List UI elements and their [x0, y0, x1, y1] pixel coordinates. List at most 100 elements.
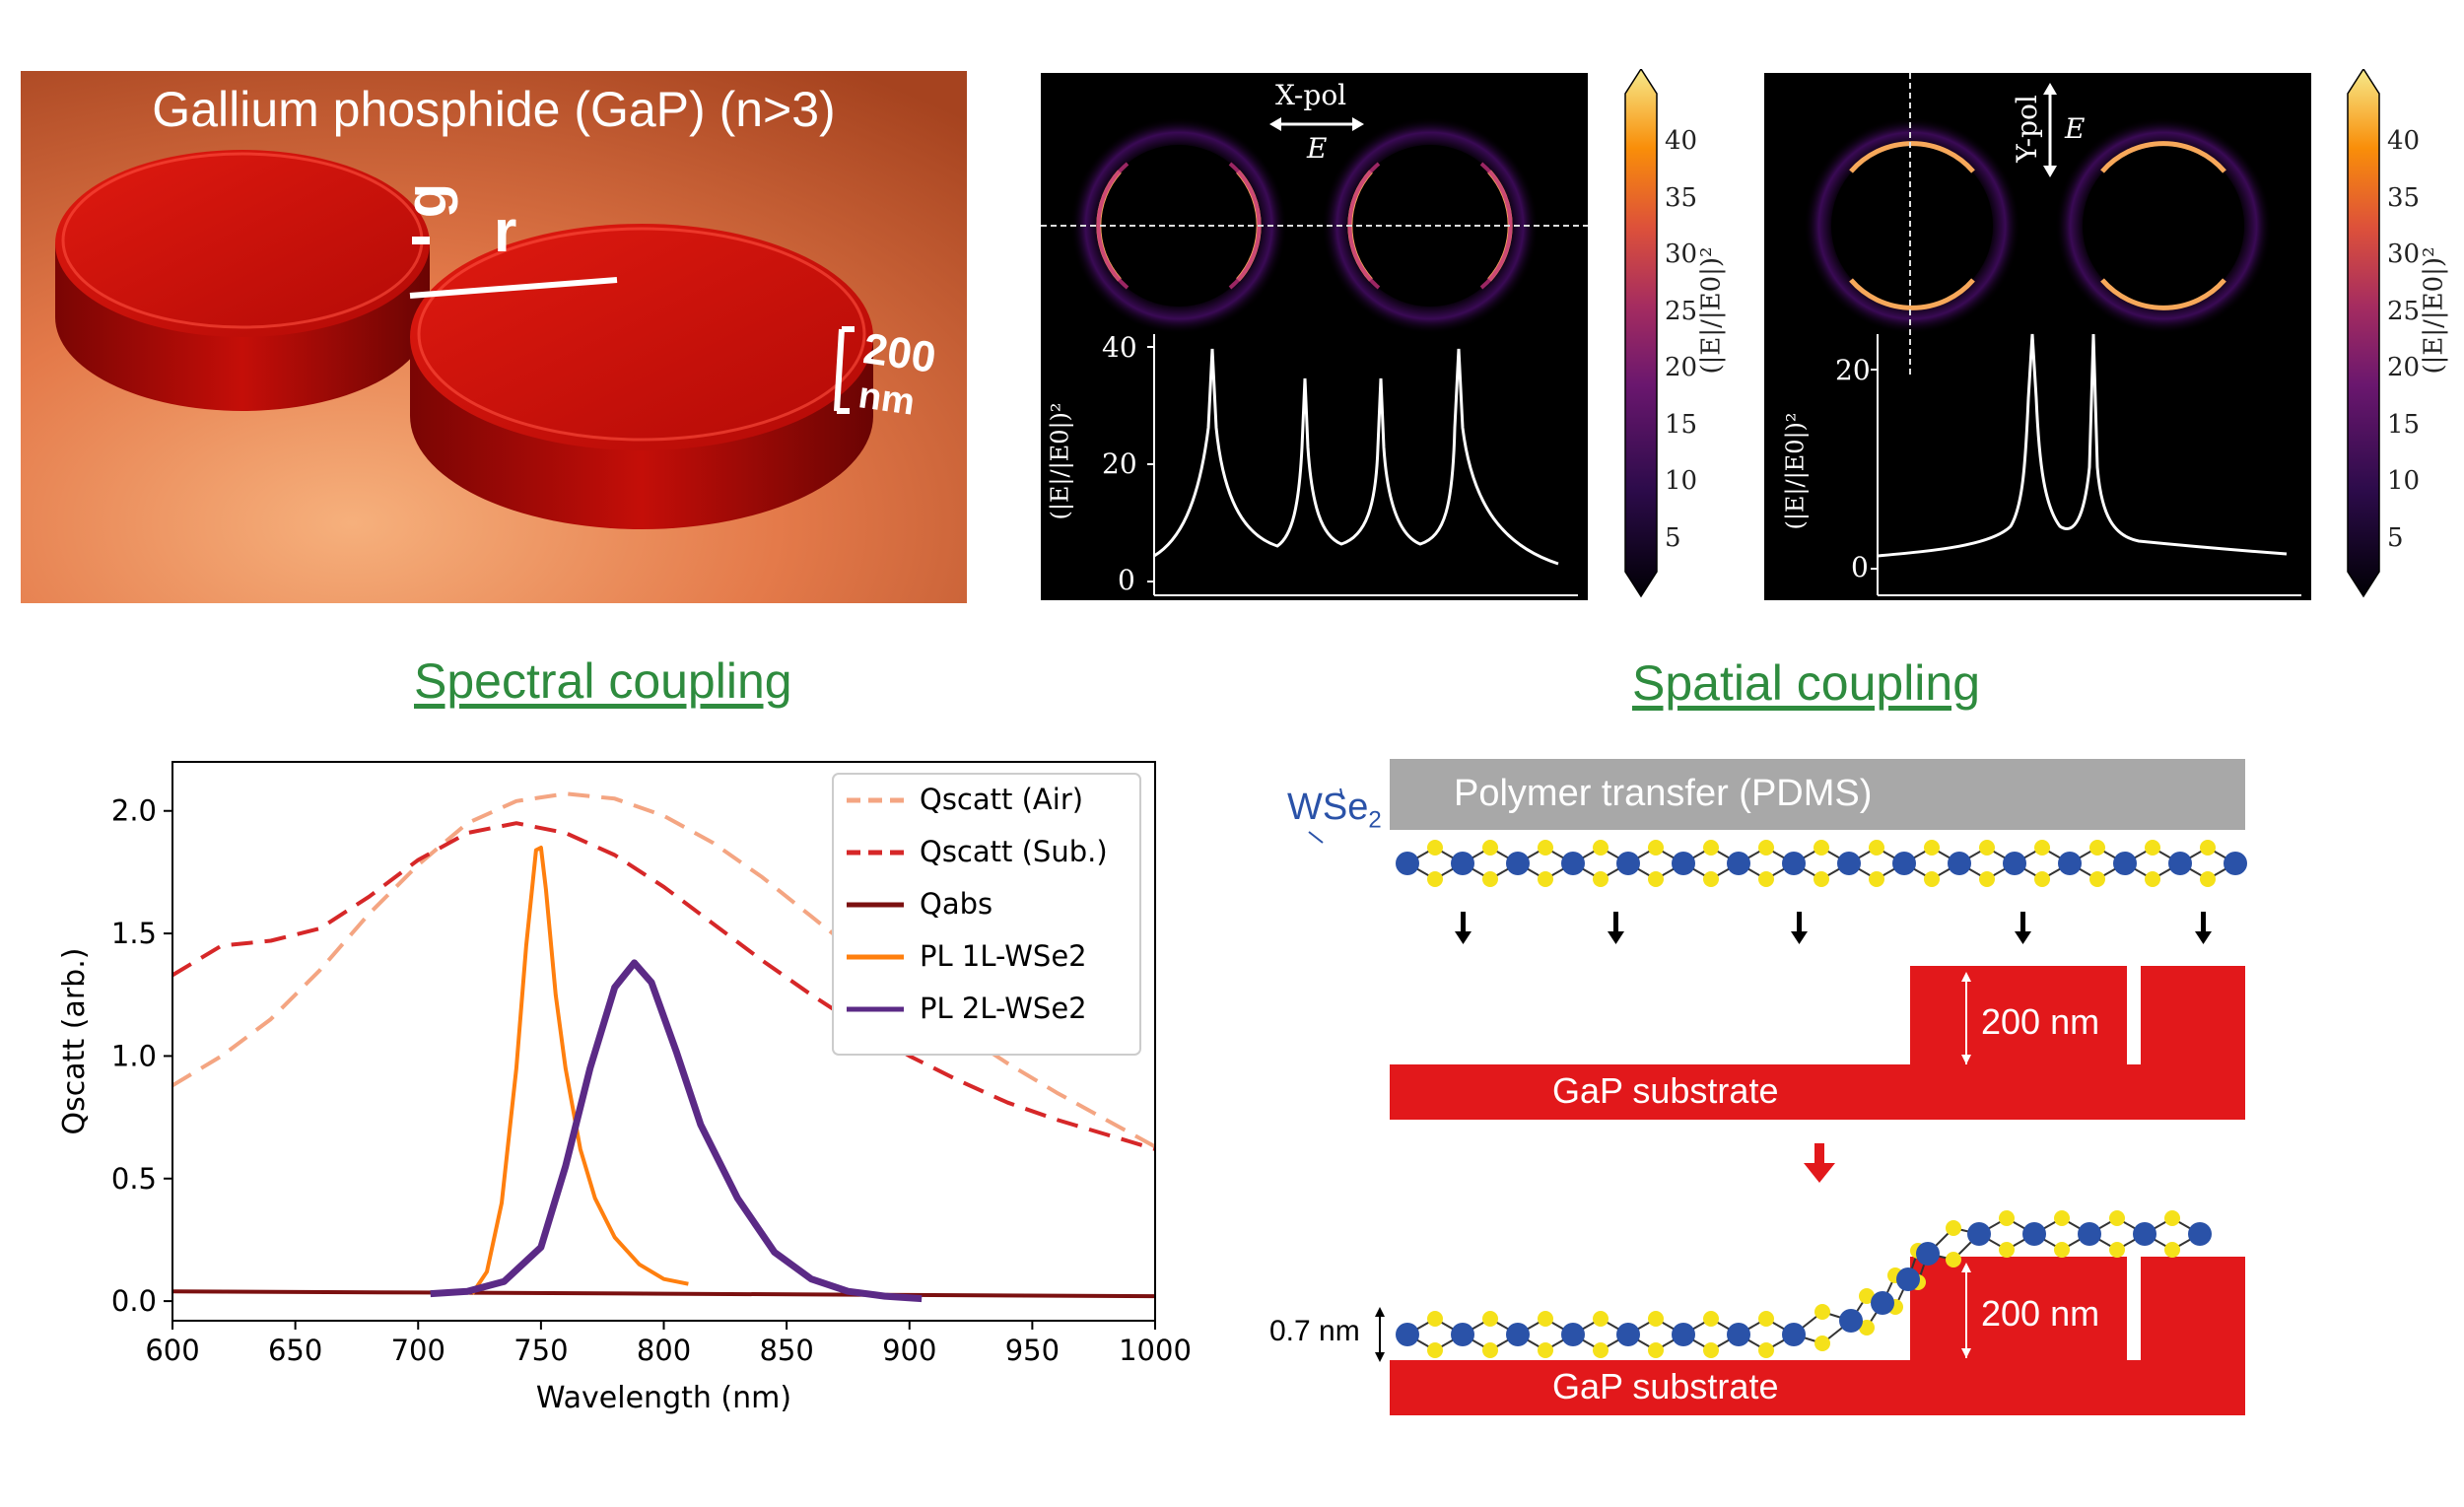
- ytick-0: 0: [1118, 564, 1135, 596]
- se-atom: [1924, 871, 1940, 887]
- pol-label: X-pol: [1275, 79, 1347, 111]
- se-atom: [1814, 1336, 1830, 1351]
- x-axis-label: Wavelength (nm): [536, 1381, 791, 1415]
- legend-label: PL 1L-WSe2: [920, 939, 1087, 973]
- y-tick-label: 0.0: [111, 1284, 157, 1318]
- se-atom: [1482, 871, 1498, 887]
- field-map-xpol: X-pol E 40 20 0 (|E|/|E0|)²: [1041, 73, 1588, 600]
- ylabel: (|E|/|E0|)²: [1046, 402, 1074, 520]
- w-atom: [1396, 1323, 1419, 1346]
- se-atom: [1538, 1342, 1553, 1358]
- y-tick-label: 0.5: [111, 1162, 157, 1196]
- left-disk: [55, 150, 430, 411]
- legend-box: [832, 773, 1141, 1056]
- w-atom: [1672, 1323, 1695, 1346]
- se-atom: [1703, 840, 1719, 856]
- wse2-label: WSe2: [1287, 787, 1382, 834]
- se-atom: [1814, 871, 1829, 887]
- height-label-top: 200 nm: [1981, 1001, 2100, 1042]
- w-atom: [1782, 852, 1806, 875]
- se-atom: [1814, 840, 1829, 856]
- y-tick-label: 1.5: [111, 917, 157, 950]
- colorbar-2-label: (|E|/|E0|)²: [2419, 246, 2449, 375]
- se-atom: [1648, 1311, 1664, 1327]
- w-atom: [1727, 852, 1750, 875]
- x-tick-label: 800: [637, 1334, 691, 1367]
- polymer-label: Polymer transfer (PDMS): [1454, 773, 1873, 814]
- x-tick-label: 900: [882, 1334, 936, 1367]
- radius-label: r: [494, 198, 517, 264]
- se-atom: [2200, 840, 2216, 856]
- legend-label: Qscatt (Sub.): [920, 835, 1108, 868]
- ytick-20: 20: [1835, 354, 1871, 386]
- w-atom: [1837, 852, 1861, 875]
- se-atom: [1648, 871, 1664, 887]
- x-tick-label: 750: [513, 1334, 568, 1367]
- ytick-20: 20: [1102, 447, 1137, 480]
- se-atom: [1859, 1320, 1875, 1336]
- legend-label: Qabs: [920, 887, 992, 921]
- w-atom: [1896, 1267, 1920, 1291]
- w-atom: [2003, 852, 2026, 875]
- se-atom: [2164, 1242, 2180, 1258]
- w-atom: [2224, 852, 2247, 875]
- w-atom: [1727, 1323, 1750, 1346]
- se-atom: [1924, 840, 1940, 856]
- spatial-coupling-title: Spatial coupling: [1632, 655, 1981, 711]
- w-atom: [1892, 852, 1916, 875]
- se-atom: [1593, 1311, 1608, 1327]
- se-atom: [1427, 1311, 1443, 1327]
- se-atom: [1427, 871, 1443, 887]
- spectral-chart: 600 650 700 750 800 850 900 950 1000 0.0 0.5 1.0 1.5…: [30, 739, 1212, 1459]
- series-line-2: [171, 1289, 1156, 1299]
- se-atom: [1869, 840, 1884, 856]
- w-atom: [1561, 1323, 1585, 1346]
- se-atom: [1482, 1342, 1498, 1358]
- se-atom: [2034, 871, 2050, 887]
- se-atom: [1703, 871, 1719, 887]
- se-atom: [1869, 871, 1884, 887]
- se-atom: [1979, 871, 1995, 887]
- x-tick-label: 700: [391, 1334, 445, 1367]
- se-atom: [2054, 1242, 2070, 1258]
- se-atom: [1427, 840, 1443, 856]
- se-atom: [1648, 1342, 1664, 1358]
- ylabel: (|E|/|E0|)²: [1781, 412, 1810, 530]
- se-atom: [1979, 840, 1995, 856]
- substrate-label-top: GaP substrate: [1552, 1070, 1779, 1111]
- se-atom: [1593, 840, 1608, 856]
- se-atom: [1427, 1342, 1443, 1358]
- disk-dimer-render: Gallium phosphide (GaP) (n>3) g r 200 nm: [21, 71, 967, 603]
- w-atom: [1672, 852, 1695, 875]
- x-tick-label: 1000: [1119, 1334, 1192, 1367]
- w-atom: [1616, 852, 1640, 875]
- w-atom: [2133, 1222, 2156, 1246]
- se-atom: [1538, 871, 1553, 887]
- radius-line: [409, 277, 618, 299]
- w-atom: [1967, 1222, 1991, 1246]
- se-atom: [1648, 840, 1664, 856]
- red-arrow-down: [1804, 1143, 1835, 1183]
- se-atom: [2109, 1242, 2125, 1258]
- series-line-4: [430, 959, 923, 1303]
- height-label-bottom: 200 nm: [1981, 1293, 2100, 1334]
- colorbar-2: 40 35 30 25 20 15 10 5: [2344, 69, 2432, 601]
- series-line-3: [470, 846, 689, 1295]
- w-atom: [1506, 1323, 1530, 1346]
- w-atom: [1506, 852, 1530, 875]
- se-atom: [2054, 1210, 2070, 1226]
- field-label: E: [2065, 112, 2086, 145]
- se-atom: [1758, 1342, 1774, 1358]
- w-atom: [2113, 852, 2137, 875]
- ytick-40: 40: [1102, 331, 1137, 364]
- se-atom: [1703, 1342, 1719, 1358]
- colorbar-1: 40 35 30 25 20 15 10 5: [1621, 69, 1710, 601]
- se-atom: [1758, 840, 1774, 856]
- disk-title: Gallium phosphide (GaP) (n>3): [152, 82, 836, 137]
- ytick-0: 0: [1851, 551, 1869, 583]
- x-tick-label: 850: [759, 1334, 813, 1367]
- se-atom: [2089, 840, 2105, 856]
- field-label: E: [1307, 132, 1328, 165]
- legend-label: Qscatt (Air): [920, 783, 1083, 816]
- field-map-ypol: Y-pol E 20 0 (|E|/|E0|)²: [1764, 73, 2311, 600]
